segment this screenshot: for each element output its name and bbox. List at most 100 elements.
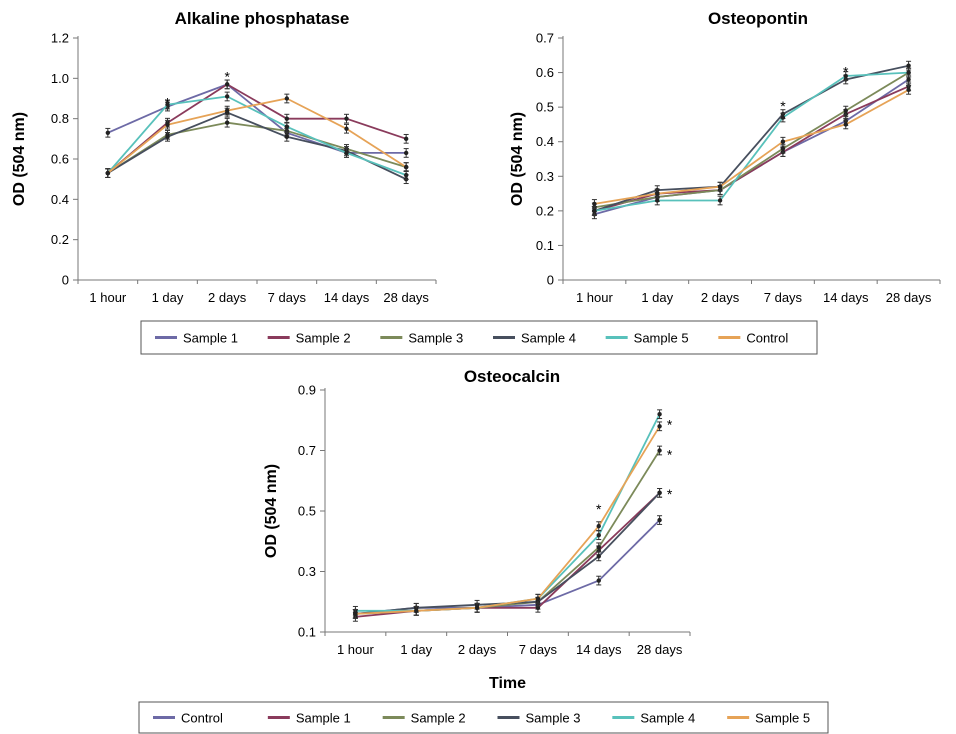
legend-label: Control: [181, 711, 223, 726]
y-tick-label: 0.7: [536, 31, 554, 46]
series-sample-2: [105, 79, 409, 178]
y-tick-label: 1.2: [51, 31, 69, 46]
series-line: [594, 71, 909, 212]
x-axis-label: Time: [489, 675, 526, 692]
legend-label: Sample 2: [296, 331, 351, 346]
data-point: [906, 87, 911, 93]
data-point: [596, 554, 601, 559]
y-tick-label: 0.1: [298, 625, 316, 640]
y-tick-label: 0.8: [51, 111, 69, 126]
series-line: [107, 121, 407, 174]
x-tick-label: 14 days: [576, 642, 622, 657]
series-line: [594, 71, 910, 209]
data-point: [224, 120, 230, 125]
data-point: [284, 134, 290, 140]
data-point: [165, 134, 170, 140]
data-point: [165, 102, 170, 107]
chart-2: Osteopontin OD (504 nm) 0 0.1 0.2 0.3 0.4 0.5 0.…: [509, 9, 941, 305]
data-point: [353, 611, 358, 617]
x-tick-label: 2 days: [701, 290, 740, 305]
x-tick-label: 1 hour: [337, 642, 375, 657]
data-point: [843, 73, 848, 79]
chart-3: Osteocalcin OD (504 nm) Time 0.1 0.3 0.5 0.7 0.…: [263, 367, 691, 692]
data-point: [284, 116, 290, 121]
significance-asterisk: *: [667, 486, 673, 502]
x-tick-label: 7 days: [764, 290, 803, 305]
series-line: [355, 425, 661, 615]
series-line: [355, 519, 661, 615]
data-point: [906, 77, 911, 82]
significance-asterisk: *: [165, 95, 171, 111]
y-tick-label: 0.2: [536, 203, 554, 218]
y-axis-label: OD (504 nm): [263, 464, 280, 558]
data-point: [657, 424, 662, 429]
y-tick-label: 0.4: [51, 192, 69, 207]
legend-label: Sample 4: [521, 331, 576, 346]
series-line: [107, 83, 407, 174]
chart-title: Osteopontin: [708, 9, 808, 28]
data-point: [596, 545, 601, 550]
data-point: [535, 596, 541, 601]
legend-label: Sample 3: [408, 331, 463, 346]
x-tick-label: 28 days: [637, 642, 683, 657]
y-axis-label: OD (504 nm): [509, 112, 526, 206]
y-axis-label: OD (504 nm): [11, 112, 28, 206]
series-line: [594, 89, 910, 205]
x-tick-label: 2 days: [458, 642, 497, 657]
legend-label: Sample 5: [755, 711, 810, 726]
legend-label: Sample 3: [526, 711, 581, 726]
series-line: [355, 413, 661, 612]
series-line: [107, 83, 407, 154]
x-tick-label: 2 days: [208, 290, 247, 305]
data-point: [403, 136, 409, 142]
y-tick-label: 0.4: [536, 134, 554, 149]
series-line: [355, 492, 661, 618]
y-tick-label: 0: [62, 273, 69, 288]
y-tick-label: 0.3: [298, 564, 316, 579]
y-tick-label: 0.6: [536, 65, 554, 80]
legend-box: [140, 320, 818, 355]
chart-1: Alkaline phosphatase OD (504 nm) 0 0.2 0.4 0.…: [11, 9, 437, 305]
series-sample-5: [352, 421, 663, 619]
series-sample-3: [591, 67, 912, 213]
significance-asterisk: *: [780, 98, 786, 114]
data-point: [717, 198, 723, 203]
data-point: [403, 164, 409, 170]
data-point: [284, 124, 290, 129]
data-point: [403, 172, 409, 178]
x-tick-label: 28 days: [886, 290, 932, 305]
series-line: [107, 111, 407, 181]
series-line: [594, 64, 909, 212]
legend-box: [138, 701, 829, 734]
series-line: [107, 97, 407, 174]
data-point: [224, 82, 230, 87]
data-point: [284, 96, 290, 101]
y-tick-label: 0.9: [298, 383, 316, 398]
data-point: [657, 517, 662, 523]
y-tick-label: 0.3: [536, 169, 554, 184]
data-point: [780, 139, 786, 144]
significance-asterisk: *: [667, 447, 673, 463]
legend-label: Sample 5: [634, 331, 689, 346]
y-tick-label: 0.6: [51, 152, 69, 167]
legend-label: Control: [746, 331, 788, 346]
data-point: [344, 126, 349, 131]
data-point: [165, 122, 170, 127]
x-tick-label: 7 days: [268, 290, 307, 305]
x-tick-label: 1 day: [152, 290, 184, 305]
data-point: [596, 533, 601, 538]
x-tick-label: 28 days: [383, 290, 429, 305]
series-sample-4: [591, 60, 912, 216]
data-point: [403, 150, 409, 156]
data-point: [843, 122, 848, 127]
data-point: [596, 578, 601, 583]
data-point: [592, 208, 597, 214]
significance-asterisk: *: [667, 416, 673, 432]
chart-title: Osteocalcin: [464, 367, 560, 386]
series-sample-4: [352, 409, 663, 616]
data-point: [105, 130, 111, 135]
y-tick-label: 0.7: [298, 443, 316, 458]
y-tick-label: 0: [547, 273, 554, 288]
data-point: [780, 146, 786, 151]
significance-asterisk: *: [596, 501, 602, 517]
